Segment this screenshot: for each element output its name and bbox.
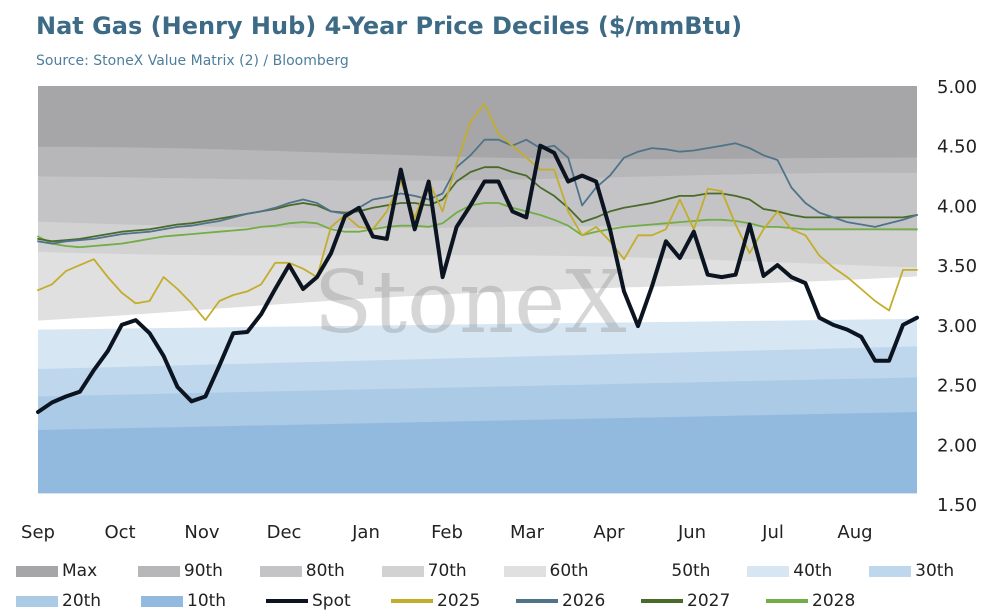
legend-label: 2028 — [812, 591, 856, 611]
y-tick-label: 4.50 — [937, 137, 977, 158]
price-series — [36, 103, 919, 414]
y-tick-label: 2.00 — [937, 435, 977, 456]
watermark: StoneX — [314, 253, 627, 353]
series-line-2028 — [37, 202, 918, 249]
x-tick-label: Nov — [184, 522, 219, 543]
legend-swatch — [869, 565, 912, 577]
x-tick-label: Jun — [677, 522, 706, 543]
chart-title: Nat Gas (Henry Hub) 4-Year Price Deciles… — [36, 12, 743, 40]
legend-item-90th: 90th — [137, 561, 260, 581]
x-tick-label: Jul — [761, 522, 784, 543]
x-axis-ticks: Sep Oct Nov Dec Jan Feb Mar Apr Jun Jul Aug — [21, 522, 873, 543]
legend-label: Max — [62, 561, 98, 581]
legend-item-2026: 2026 — [516, 591, 641, 611]
legend-swatch — [381, 565, 424, 577]
legend-swatch — [259, 565, 302, 577]
legend-item-spot: Spot — [266, 591, 391, 611]
legend-swatch — [137, 565, 180, 577]
legend-label: 2025 — [437, 591, 481, 611]
legend-item-50th: 50th — [625, 561, 747, 581]
legend-label: 60th — [549, 561, 589, 581]
band-10th — [38, 412, 917, 494]
legend-label: 90th — [183, 561, 223, 581]
legend-swatch — [503, 565, 546, 577]
legend-label: 2026 — [562, 591, 606, 611]
legend-item-30th: 30th — [869, 561, 991, 581]
x-tick-label: Jan — [351, 522, 380, 543]
decile-bands — [38, 86, 917, 494]
legend-label: 2027 — [687, 591, 731, 611]
x-tick-label: Apr — [593, 522, 625, 543]
legend: Max 90th 80th 70th 60th 50th 40th 30th 20th 10th S… — [16, 556, 991, 616]
chart-subtitle: Source: StoneX Value Matrix (2) / Bloomb… — [36, 53, 349, 69]
x-tick-label: Dec — [267, 522, 302, 543]
legend-item-70th: 70th — [381, 561, 504, 581]
legend-label: 50th — [671, 561, 711, 581]
y-tick-label: 2.50 — [937, 376, 977, 397]
legend-swatch — [747, 565, 790, 577]
legend-item-2028: 2028 — [766, 591, 891, 611]
y-axis-ticks: 5.00 4.50 4.00 3.50 3.00 2.50 2.00 1.50 — [937, 77, 977, 516]
legend-swatch — [16, 595, 58, 607]
x-tick-label: Aug — [837, 522, 872, 543]
y-tick-label: 4.00 — [937, 196, 977, 217]
x-tick-label: Mar — [510, 522, 545, 543]
legend-label: Spot — [312, 591, 351, 611]
legend-item-max: Max — [16, 561, 138, 581]
y-tick-label: 5.00 — [937, 77, 977, 98]
legend-label: 70th — [427, 561, 467, 581]
legend-swatch — [766, 599, 808, 603]
legend-item-10th: 10th — [141, 591, 266, 611]
legend-item-2025: 2025 — [391, 591, 516, 611]
legend-swatch — [16, 565, 58, 577]
series-line-2026 — [37, 138, 918, 245]
legend-label: 80th — [305, 561, 345, 581]
legend-row: 20th 10th Spot 2025 2026 2027 2028 — [16, 586, 991, 616]
x-tick-label: Oct — [104, 522, 135, 543]
legend-label: 10th — [187, 591, 227, 611]
legend-item-80th: 80th — [259, 561, 382, 581]
x-tick-label: Feb — [431, 522, 463, 543]
legend-item-20th: 20th — [16, 591, 141, 611]
y-tick-label: 1.50 — [937, 495, 977, 516]
legend-swatch — [141, 595, 183, 607]
legend-swatch — [391, 599, 433, 603]
legend-item-40th: 40th — [747, 561, 869, 581]
legend-item-2027: 2027 — [641, 591, 766, 611]
legend-swatch — [625, 565, 668, 577]
legend-label: 20th — [62, 591, 102, 611]
y-tick-label: 3.00 — [937, 316, 977, 337]
price-deciles-chart: StoneX 5.004.504.003.503.002.502.001.50 … — [21, 77, 977, 543]
legend-label: 30th — [915, 561, 955, 581]
series-line-2025 — [37, 103, 918, 321]
y-tick-label: 3.50 — [937, 256, 977, 277]
legend-row: Max 90th 80th 70th 60th 50th 40th 30th — [16, 556, 991, 586]
series-line-2027 — [37, 166, 918, 243]
legend-swatch — [266, 599, 308, 603]
series-line-spot — [36, 143, 919, 414]
x-tick-label: Sep — [21, 522, 55, 543]
legend-swatch — [516, 599, 558, 603]
legend-label: 40th — [793, 561, 833, 581]
legend-swatch — [641, 599, 683, 603]
legend-item-60th: 60th — [503, 561, 626, 581]
